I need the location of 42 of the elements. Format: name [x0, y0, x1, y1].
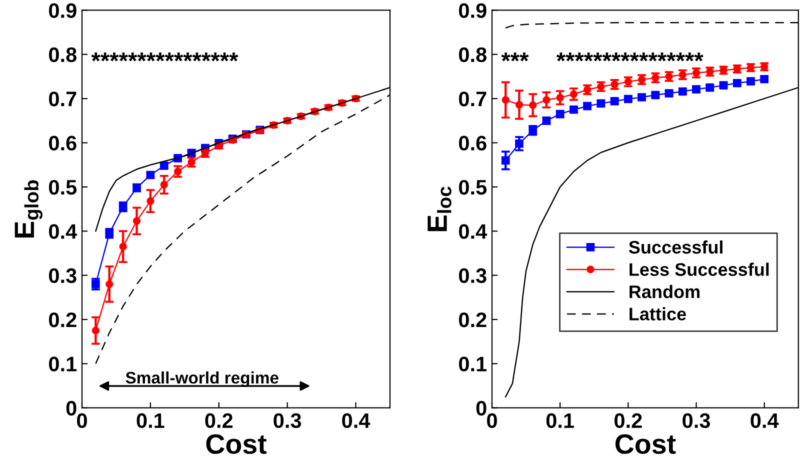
legend-label: Lattice: [630, 307, 686, 320]
x-axis-title: Cost: [615, 434, 676, 454]
annotation: Small-world regime: [126, 371, 278, 388]
annotation: ****************: [91, 52, 238, 62]
y-tick-label: 0.5: [459, 180, 487, 195]
x-tick-label: 0: [77, 413, 87, 428]
legend-label: Less Successful: [630, 262, 769, 276]
y-tick-label: 0.3: [49, 268, 76, 284]
y-axis-title: E$_{glob}$: [14, 180, 42, 238]
annotation: ***: [501, 52, 529, 62]
y-tick-label: 0.1: [49, 356, 77, 372]
x-tick-label: 0.1: [136, 413, 164, 428]
y-tick-label: 0.9: [49, 3, 76, 18]
x-tick-label: 0.3: [274, 413, 302, 428]
y-tick-label: 0.4: [49, 224, 78, 239]
y-tick-label: 0.2: [459, 312, 486, 328]
y-axis-title: E$_{loc}$: [428, 186, 452, 232]
x-tick-label: 0.2: [205, 413, 233, 428]
y-tick-label: 0.8: [459, 47, 487, 62]
annotation: ****************: [556, 52, 704, 62]
y-tick-label: 0.3: [459, 268, 486, 284]
x-tick-label: 0.2: [614, 413, 642, 428]
legend-label: Random: [630, 284, 700, 298]
y-tick-label: 0.1: [459, 356, 487, 372]
y-tick-label: 0.7: [459, 92, 486, 106]
y-tick-label: 0.5: [49, 180, 77, 195]
y-tick-label: 0.9: [459, 3, 486, 18]
x-tick-label: 0.4: [342, 413, 370, 428]
x-tick-label: 0.4: [750, 413, 779, 428]
y-tick-label: 0: [476, 400, 486, 416]
x-axis-title: Cost: [206, 434, 267, 454]
x-tick-label: 0.1: [546, 413, 574, 428]
y-tick-label: 0.7: [49, 92, 76, 106]
x-tick-label: 0.3: [682, 413, 710, 428]
y-tick-label: 0.6: [49, 136, 76, 151]
y-tick-label: 0.4: [459, 224, 488, 239]
y-tick-label: 0: [66, 400, 76, 416]
y-tick-label: 0.2: [49, 312, 76, 328]
legend-label: Successful: [628, 240, 722, 254]
x-tick-label: 0: [487, 413, 497, 428]
y-tick-label: 0.6: [459, 136, 486, 151]
y-tick-label: 0.8: [49, 47, 76, 62]
